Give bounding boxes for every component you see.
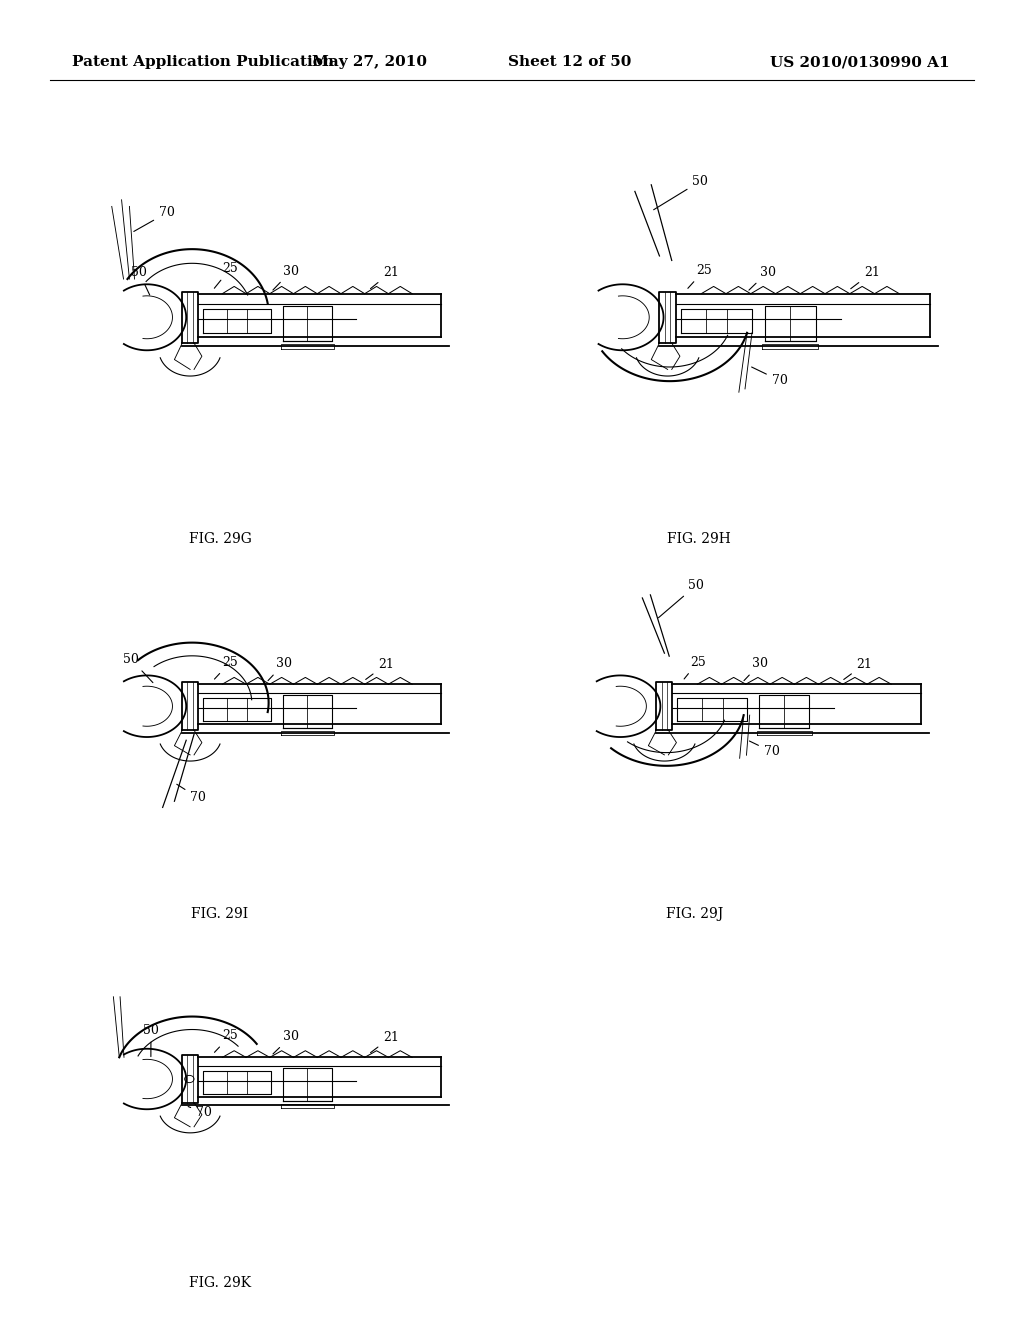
Text: FIG. 29H: FIG. 29H — [667, 532, 731, 546]
Text: 50: 50 — [123, 653, 153, 682]
Text: 50: 50 — [653, 174, 709, 210]
Text: 50: 50 — [131, 267, 150, 294]
Text: 30: 30 — [273, 1030, 299, 1053]
Text: 25: 25 — [214, 1030, 238, 1052]
Text: 70: 70 — [188, 1106, 212, 1119]
Text: 70: 70 — [752, 367, 787, 387]
Text: 21: 21 — [844, 657, 872, 680]
Text: Patent Application Publication: Patent Application Publication — [72, 55, 334, 69]
Text: Sheet 12 of 50: Sheet 12 of 50 — [508, 55, 632, 69]
Text: 70: 70 — [134, 206, 175, 231]
Text: 21: 21 — [371, 1031, 398, 1052]
Text: 25: 25 — [214, 656, 238, 678]
Text: FIG. 29G: FIG. 29G — [188, 532, 252, 546]
Text: 30: 30 — [749, 265, 775, 290]
Text: 21: 21 — [851, 267, 880, 289]
Text: US 2010/0130990 A1: US 2010/0130990 A1 — [770, 55, 950, 69]
Text: 30: 30 — [268, 657, 292, 681]
Text: 25: 25 — [688, 264, 712, 288]
Text: 50: 50 — [143, 1023, 159, 1056]
Text: 30: 30 — [744, 657, 768, 681]
Text: 21: 21 — [366, 657, 394, 680]
Text: 70: 70 — [750, 741, 779, 758]
Text: 50: 50 — [658, 578, 705, 618]
Text: May 27, 2010: May 27, 2010 — [312, 55, 427, 69]
Text: 70: 70 — [177, 784, 206, 804]
Text: 30: 30 — [273, 264, 299, 290]
Text: 25: 25 — [684, 656, 706, 678]
Text: 25: 25 — [214, 263, 238, 288]
Text: FIG. 29J: FIG. 29J — [667, 907, 724, 920]
Text: 21: 21 — [371, 265, 398, 289]
Text: FIG. 29I: FIG. 29I — [191, 907, 249, 920]
Text: FIG. 29K: FIG. 29K — [188, 1275, 251, 1290]
